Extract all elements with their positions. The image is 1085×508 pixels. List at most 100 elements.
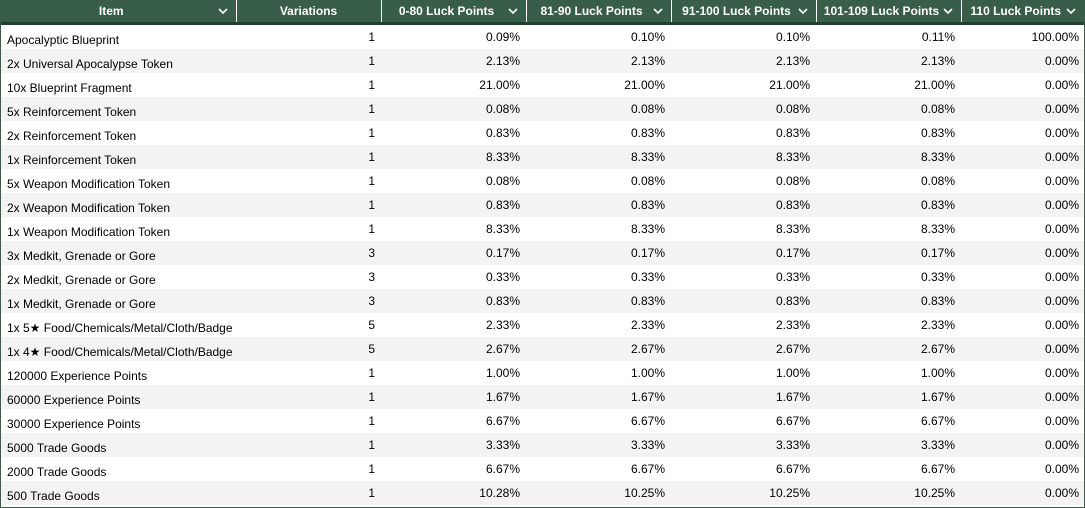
luck-110-cell: 0.00% (961, 240, 1084, 265)
luck-81-90-cell: 6.67% (526, 408, 671, 433)
luck-101-109-cell: 3.33% (816, 432, 961, 457)
luck-81-90-cell: 8.33% (526, 144, 671, 169)
column-header-luck-81-90[interactable]: 81-90 Luck Points (526, 0, 672, 25)
table-row: 1x 5★ Food/Chemicals/Metal/Cloth/Badge 5 2… (1, 312, 1084, 337)
chevron-down-icon[interactable] (941, 4, 955, 18)
luck-101-109-cell: 1.67% (816, 384, 961, 409)
variations-cell: 1 (236, 48, 381, 73)
luck-91-100-cell: 2.67% (671, 336, 816, 361)
column-header-item[interactable]: Item (1, 0, 237, 25)
chevron-down-icon[interactable] (796, 4, 810, 18)
variations-cell: 1 (236, 23, 381, 49)
luck-0-80-cell: 6.67% (381, 408, 526, 433)
luck-0-80-cell: 8.33% (381, 216, 526, 241)
item-cell: 2x Universal Apocalypse Token (1, 48, 236, 73)
item-cell: Apocalyptic Blueprint (1, 23, 236, 49)
chevron-down-icon[interactable] (651, 4, 665, 18)
chevron-down-icon[interactable] (1064, 4, 1078, 18)
variations-cell: 5 (236, 336, 381, 361)
luck-110-cell: 0.00% (961, 96, 1084, 121)
luck-81-90-cell: 1.67% (526, 384, 671, 409)
luck-0-80-cell: 10.28% (381, 480, 526, 505)
luck-91-100-cell: 6.67% (671, 408, 816, 433)
chevron-down-icon[interactable] (216, 4, 230, 18)
luck-0-80-cell: 0.83% (381, 288, 526, 313)
luck-110-cell: 0.00% (961, 432, 1084, 457)
luck-101-109-cell: 0.11% (816, 23, 961, 49)
variations-cell: 1 (236, 144, 381, 169)
table-row: 30000 Experience Points 1 6.67% 6.67% 6.67% 6… (1, 408, 1084, 433)
luck-101-109-cell: 0.83% (816, 288, 961, 313)
luck-101-109-cell: 0.83% (816, 192, 961, 217)
luck-110-cell: 0.00% (961, 288, 1084, 313)
column-header-label: 81-90 Luck Points (540, 4, 643, 18)
column-header-luck-91-100[interactable]: 91-100 Luck Points (671, 0, 817, 25)
luck-81-90-cell: 0.08% (526, 96, 671, 121)
luck-101-109-cell: 8.33% (816, 216, 961, 241)
column-header-luck-0-80[interactable]: 0-80 Luck Points (381, 0, 527, 25)
luck-81-90-cell: 0.83% (526, 192, 671, 217)
table-row: 2x Reinforcement Token 1 0.83% 0.83% 0.83% 0.… (1, 120, 1084, 145)
item-cell: 5000 Trade Goods (1, 432, 236, 457)
luck-0-80-cell: 0.08% (381, 168, 526, 193)
column-header-label: Variations (279, 4, 338, 18)
luck-110-cell: 0.00% (961, 456, 1084, 481)
variations-cell: 1 (236, 168, 381, 193)
column-header-luck-110[interactable]: 110 Luck Points (961, 0, 1084, 25)
table-row: 500 Trade Goods 1 10.28% 10.25% 10.25% 10.25%… (1, 480, 1084, 505)
luck-101-109-cell: 2.13% (816, 48, 961, 73)
column-header-variations[interactable]: Variations (236, 0, 382, 25)
luck-0-80-cell: 2.33% (381, 312, 526, 337)
item-cell: 10x Blueprint Fragment (1, 72, 236, 97)
luck-81-90-cell: 3.33% (526, 432, 671, 457)
luck-101-109-cell: 1.00% (816, 360, 961, 385)
table-row: 5000 Trade Goods 1 3.33% 3.33% 3.33% 3.33% 0.0… (1, 432, 1084, 457)
luck-110-cell: 0.00% (961, 360, 1084, 385)
table-row: 1x Medkit, Grenade or Gore 3 0.83% 0.83% 0.8… (1, 288, 1084, 313)
table-row: 2x Weapon Modification Token 1 0.83% 0.83% 0… (1, 192, 1084, 217)
column-header-label: 110 Luck Points (970, 4, 1062, 18)
item-cell: 30000 Experience Points (1, 408, 236, 433)
luck-81-90-cell: 8.33% (526, 216, 671, 241)
luck-101-109-cell: 0.83% (816, 120, 961, 145)
column-header-luck-101-109[interactable]: 101-109 Luck Points (816, 0, 962, 25)
luck-101-109-cell: 0.17% (816, 240, 961, 265)
variations-cell: 1 (236, 96, 381, 121)
luck-0-80-cell: 0.33% (381, 264, 526, 289)
table-row: 1x 4★ Food/Chemicals/Metal/Cloth/Badge 5 2… (1, 336, 1084, 361)
luck-91-100-cell: 2.13% (671, 48, 816, 73)
table-row: 2x Universal Apocalypse Token 1 2.13% 2.13%… (1, 48, 1084, 73)
luck-91-100-cell: 2.33% (671, 312, 816, 337)
luck-110-cell: 0.00% (961, 192, 1084, 217)
luck-101-109-cell: 0.08% (816, 96, 961, 121)
luck-91-100-cell: 21.00% (671, 72, 816, 97)
column-header-inner: Item (1, 0, 236, 22)
luck-0-80-cell: 0.09% (381, 23, 526, 49)
item-cell: 1x 4★ Food/Chemicals/Metal/Cloth/Badge (1, 336, 236, 361)
table-row: 3x Medkit, Grenade or Gore 3 0.17% 0.17% 0.1… (1, 240, 1084, 265)
luck-91-100-cell: 0.33% (671, 264, 816, 289)
luck-101-109-cell: 0.08% (816, 168, 961, 193)
luck-101-109-cell: 2.67% (816, 336, 961, 361)
luck-110-cell: 0.00% (961, 120, 1084, 145)
luck-101-109-cell: 6.67% (816, 456, 961, 481)
luck-91-100-cell: 0.10% (671, 23, 816, 49)
table-row: 60000 Experience Points 1 1.67% 1.67% 1.67% 1… (1, 384, 1084, 409)
luck-91-100-cell: 8.33% (671, 144, 816, 169)
column-header-label: Item (98, 4, 124, 18)
column-header-label: 0-80 Luck Points (398, 4, 495, 18)
luck-0-80-cell: 0.83% (381, 192, 526, 217)
variations-cell: 5 (236, 312, 381, 337)
luck-110-cell: 0.00% (961, 216, 1084, 241)
luck-81-90-cell: 0.83% (526, 120, 671, 145)
item-cell: 5x Reinforcement Token (1, 96, 236, 121)
luck-0-80-cell: 21.00% (381, 72, 526, 97)
luck-81-90-cell: 2.33% (526, 312, 671, 337)
luck-0-80-cell: 8.33% (381, 144, 526, 169)
luck-91-100-cell: 0.17% (671, 240, 816, 265)
luck-101-109-cell: 8.33% (816, 144, 961, 169)
variations-cell: 1 (236, 432, 381, 457)
luck-81-90-cell: 0.17% (526, 240, 671, 265)
luck-110-cell: 0.00% (961, 408, 1084, 433)
chevron-down-icon[interactable] (506, 4, 520, 18)
